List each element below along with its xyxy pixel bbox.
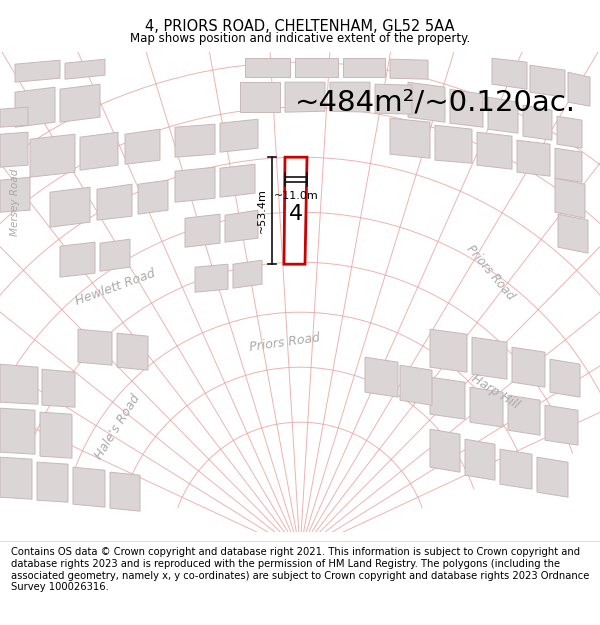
Polygon shape	[430, 329, 467, 372]
Polygon shape	[220, 119, 258, 152]
Polygon shape	[97, 184, 132, 220]
Polygon shape	[233, 260, 262, 288]
Polygon shape	[37, 462, 68, 502]
Polygon shape	[285, 82, 325, 112]
Polygon shape	[555, 178, 585, 218]
Polygon shape	[537, 457, 568, 498]
Polygon shape	[80, 132, 118, 170]
Polygon shape	[472, 337, 507, 379]
Polygon shape	[0, 364, 38, 404]
Polygon shape	[73, 467, 105, 507]
Polygon shape	[558, 214, 588, 253]
Polygon shape	[110, 472, 140, 511]
Text: ~53.4m: ~53.4m	[257, 188, 267, 233]
Polygon shape	[545, 405, 578, 445]
Polygon shape	[42, 369, 75, 408]
Polygon shape	[30, 134, 75, 177]
Text: Priors Road: Priors Road	[463, 242, 517, 302]
Polygon shape	[435, 125, 472, 163]
Polygon shape	[330, 82, 370, 112]
Polygon shape	[470, 387, 503, 427]
Text: Harp Hill: Harp Hill	[469, 372, 521, 412]
Polygon shape	[530, 65, 565, 97]
Polygon shape	[117, 333, 148, 370]
Polygon shape	[555, 148, 582, 182]
Text: Priors Road: Priors Road	[249, 331, 321, 354]
Polygon shape	[65, 59, 105, 79]
Polygon shape	[195, 264, 228, 292]
Text: 4: 4	[289, 204, 303, 224]
Polygon shape	[512, 347, 545, 387]
Polygon shape	[295, 58, 338, 77]
Polygon shape	[138, 180, 168, 214]
Polygon shape	[500, 449, 532, 489]
Polygon shape	[50, 187, 90, 227]
Polygon shape	[0, 132, 28, 167]
Polygon shape	[100, 239, 130, 271]
Polygon shape	[60, 242, 95, 277]
Polygon shape	[568, 72, 590, 106]
Polygon shape	[488, 97, 518, 133]
Polygon shape	[0, 408, 35, 454]
Text: Hale's Road: Hale's Road	[93, 392, 143, 462]
Polygon shape	[0, 107, 28, 127]
Polygon shape	[508, 395, 540, 435]
Polygon shape	[225, 210, 258, 242]
Polygon shape	[375, 84, 412, 114]
Text: Hewlett Road: Hewlett Road	[73, 267, 157, 308]
Polygon shape	[220, 164, 255, 197]
Polygon shape	[343, 58, 385, 77]
Polygon shape	[557, 116, 582, 148]
Polygon shape	[15, 87, 55, 127]
Polygon shape	[430, 429, 460, 472]
Polygon shape	[365, 357, 398, 398]
Polygon shape	[430, 377, 465, 419]
Text: ~11.0m: ~11.0m	[274, 191, 319, 201]
Polygon shape	[175, 167, 215, 202]
Polygon shape	[15, 60, 60, 82]
Polygon shape	[477, 132, 512, 169]
Polygon shape	[523, 105, 552, 140]
Polygon shape	[60, 84, 100, 122]
Text: Map shows position and indicative extent of the property.: Map shows position and indicative extent…	[130, 32, 470, 45]
Polygon shape	[185, 214, 220, 247]
Polygon shape	[0, 177, 30, 212]
Polygon shape	[40, 412, 72, 458]
Polygon shape	[125, 129, 160, 164]
Polygon shape	[465, 439, 495, 480]
Text: 4, PRIORS ROAD, CHELTENHAM, GL52 5AA: 4, PRIORS ROAD, CHELTENHAM, GL52 5AA	[145, 19, 455, 34]
Polygon shape	[492, 58, 527, 89]
Polygon shape	[0, 457, 32, 499]
Polygon shape	[284, 157, 307, 264]
Text: Contains OS data © Crown copyright and database right 2021. This information is : Contains OS data © Crown copyright and d…	[11, 548, 589, 592]
Polygon shape	[245, 58, 290, 77]
Polygon shape	[517, 140, 550, 176]
Polygon shape	[390, 118, 430, 158]
Polygon shape	[550, 359, 580, 398]
Text: ~484m²/~0.120ac.: ~484m²/~0.120ac.	[295, 88, 576, 116]
Text: Mersey Road: Mersey Road	[10, 169, 20, 236]
Polygon shape	[78, 329, 112, 365]
Polygon shape	[400, 365, 432, 405]
Polygon shape	[450, 89, 483, 127]
Polygon shape	[240, 82, 280, 112]
Polygon shape	[408, 82, 445, 122]
Polygon shape	[175, 124, 215, 157]
Polygon shape	[390, 59, 428, 79]
